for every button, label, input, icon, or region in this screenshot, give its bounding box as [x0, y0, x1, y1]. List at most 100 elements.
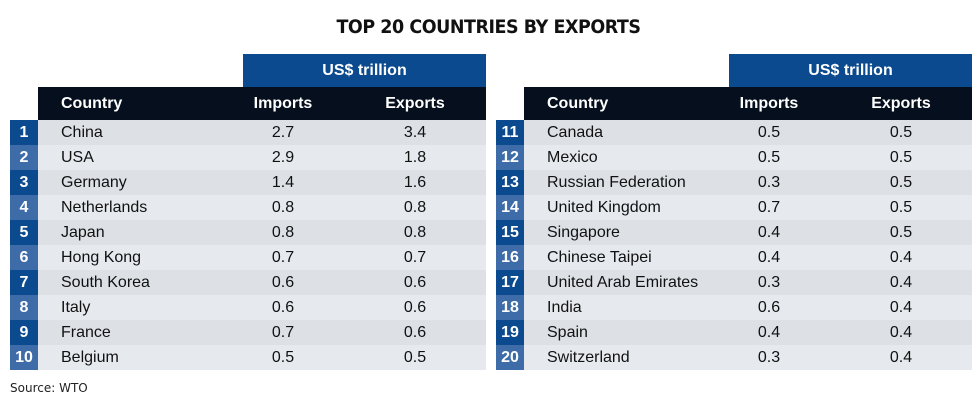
row-cells: Mexico 0.5 0.5 — [524, 145, 972, 170]
table-row: 12 Mexico 0.5 0.5 — [496, 145, 972, 170]
exports-cell: 1.8 — [403, 149, 427, 166]
rank-badge: 1 — [10, 120, 38, 145]
row-cells: Chinese Taipei 0.4 0.4 — [524, 245, 972, 270]
row-cells: United Kingdom 0.7 0.5 — [524, 195, 972, 220]
table-row: 20 Switzerland 0.3 0.4 — [496, 345, 972, 370]
imports-cell: 0.4 — [757, 224, 781, 241]
rank-badge: 7 — [10, 270, 38, 295]
imports-cell: 0.3 — [757, 349, 781, 366]
table-row: 8 Italy 0.6 0.6 — [10, 295, 486, 320]
rank-badge: 13 — [496, 170, 524, 195]
country-cell: Germany — [61, 174, 127, 191]
header-country: Country — [61, 95, 123, 112]
rank-badge: 12 — [496, 145, 524, 170]
row-cells: Japan 0.8 0.8 — [38, 220, 486, 245]
exports-cell: 0.5 — [889, 124, 913, 141]
imports-cell: 0.6 — [271, 299, 295, 316]
imports-cell: 1.4 — [271, 174, 295, 191]
country-cell: United Kingdom — [547, 199, 661, 216]
exports-cell: 0.8 — [403, 224, 427, 241]
row-cells: India 0.6 0.4 — [524, 295, 972, 320]
row-cells: Singapore 0.4 0.5 — [524, 220, 972, 245]
rank-badge: 3 — [10, 170, 38, 195]
table-row: 9 France 0.7 0.6 — [10, 320, 486, 345]
table-row: 4 Netherlands 0.8 0.8 — [10, 195, 486, 220]
table-left: US$ trillion Country Imports Exports 1 Ch… — [10, 54, 486, 370]
row-cells: Italy 0.6 0.6 — [38, 295, 486, 320]
imports-cell: 0.5 — [271, 349, 295, 366]
header-imports: Imports — [739, 95, 799, 112]
rank-badge: 18 — [496, 295, 524, 320]
country-cell: Japan — [61, 224, 105, 241]
table-row: 17 United Arab Emirates 0.3 0.4 — [496, 270, 972, 295]
row-cells: Switzerland 0.3 0.4 — [524, 345, 972, 370]
country-cell: Netherlands — [61, 199, 148, 216]
country-cell: USA — [61, 149, 94, 166]
table-rows: 1 China 2.7 3.4 2 USA 2.9 1.8 3 Germany 1.4 1.6 4 Net… — [10, 120, 486, 370]
exports-cell: 0.5 — [889, 174, 913, 191]
header-exports: Exports — [385, 95, 445, 112]
rank-badge: 17 — [496, 270, 524, 295]
country-cell: Italy — [61, 299, 91, 316]
table-row: 2 USA 2.9 1.8 — [10, 145, 486, 170]
table-row: 15 Singapore 0.4 0.5 — [496, 220, 972, 245]
imports-cell: 0.8 — [271, 199, 295, 216]
imports-cell: 0.3 — [757, 174, 781, 191]
table-right: US$ trillion Country Imports Exports 11 C… — [496, 54, 972, 370]
country-cell: Russian Federation — [547, 174, 686, 191]
exports-cell: 0.7 — [403, 249, 427, 266]
row-cells: China 2.7 3.4 — [38, 120, 486, 145]
chart-title: TOP 20 COUNTRIES BY EXPORTS — [336, 16, 641, 38]
table-row: 14 United Kingdom 0.7 0.5 — [496, 195, 972, 220]
country-cell: Hong Kong — [61, 249, 142, 266]
rank-badge: 20 — [496, 345, 524, 370]
country-cell: China — [61, 124, 103, 141]
table-row: 7 South Korea 0.6 0.6 — [10, 270, 486, 295]
country-cell: France — [61, 324, 111, 341]
row-cells: Germany 1.4 1.6 — [38, 170, 486, 195]
country-cell: United Arab Emirates — [547, 274, 699, 291]
rank-badge: 16 — [496, 245, 524, 270]
rank-badge: 6 — [10, 245, 38, 270]
country-cell: Singapore — [547, 224, 620, 241]
exports-cell: 0.6 — [403, 274, 427, 291]
rank-badge: 15 — [496, 220, 524, 245]
unit-band: US$ trillion — [243, 54, 486, 87]
country-cell: Belgium — [61, 349, 119, 366]
row-cells: Canada 0.5 0.5 — [524, 120, 972, 145]
country-cell: Switzerland — [547, 349, 630, 366]
imports-cell: 2.9 — [271, 149, 295, 166]
rank-badge: 10 — [10, 345, 38, 370]
imports-cell: 0.7 — [757, 199, 781, 216]
table-row: 1 China 2.7 3.4 — [10, 120, 486, 145]
header-exports: Exports — [871, 95, 931, 112]
table-rows: 11 Canada 0.5 0.5 12 Mexico 0.5 0.5 13 Russian Fe… — [496, 120, 972, 370]
rank-badge: 11 — [496, 120, 524, 145]
imports-cell: 0.7 — [271, 324, 295, 341]
source-note: Source: WTO — [10, 381, 88, 395]
country-cell: Spain — [547, 324, 588, 341]
row-cells: France 0.7 0.6 — [38, 320, 486, 345]
exports-cell: 0.4 — [889, 324, 913, 341]
table-header: Country Imports Exports — [524, 87, 972, 120]
imports-cell: 0.8 — [271, 224, 295, 241]
unit-band: US$ trillion — [729, 54, 972, 87]
table-row: 3 Germany 1.4 1.6 — [10, 170, 486, 195]
table-row: 19 Spain 0.4 0.4 — [496, 320, 972, 345]
exports-cell: 0.4 — [889, 299, 913, 316]
row-cells: Belgium 0.5 0.5 — [38, 345, 486, 370]
country-cell: Mexico — [547, 149, 598, 166]
imports-cell: 0.6 — [271, 274, 295, 291]
table-row: 6 Hong Kong 0.7 0.7 — [10, 245, 486, 270]
imports-cell: 2.7 — [271, 124, 295, 141]
imports-cell: 0.5 — [757, 149, 781, 166]
row-cells: Hong Kong 0.7 0.7 — [38, 245, 486, 270]
row-cells: Spain 0.4 0.4 — [524, 320, 972, 345]
exports-cell: 0.5 — [889, 224, 913, 241]
exports-cell: 0.5 — [889, 199, 913, 216]
exports-cell: 0.6 — [403, 299, 427, 316]
exports-cell: 1.6 — [403, 174, 427, 191]
exports-cell: 0.4 — [889, 274, 913, 291]
exports-cell: 0.6 — [403, 324, 427, 341]
imports-cell: 0.4 — [757, 324, 781, 341]
